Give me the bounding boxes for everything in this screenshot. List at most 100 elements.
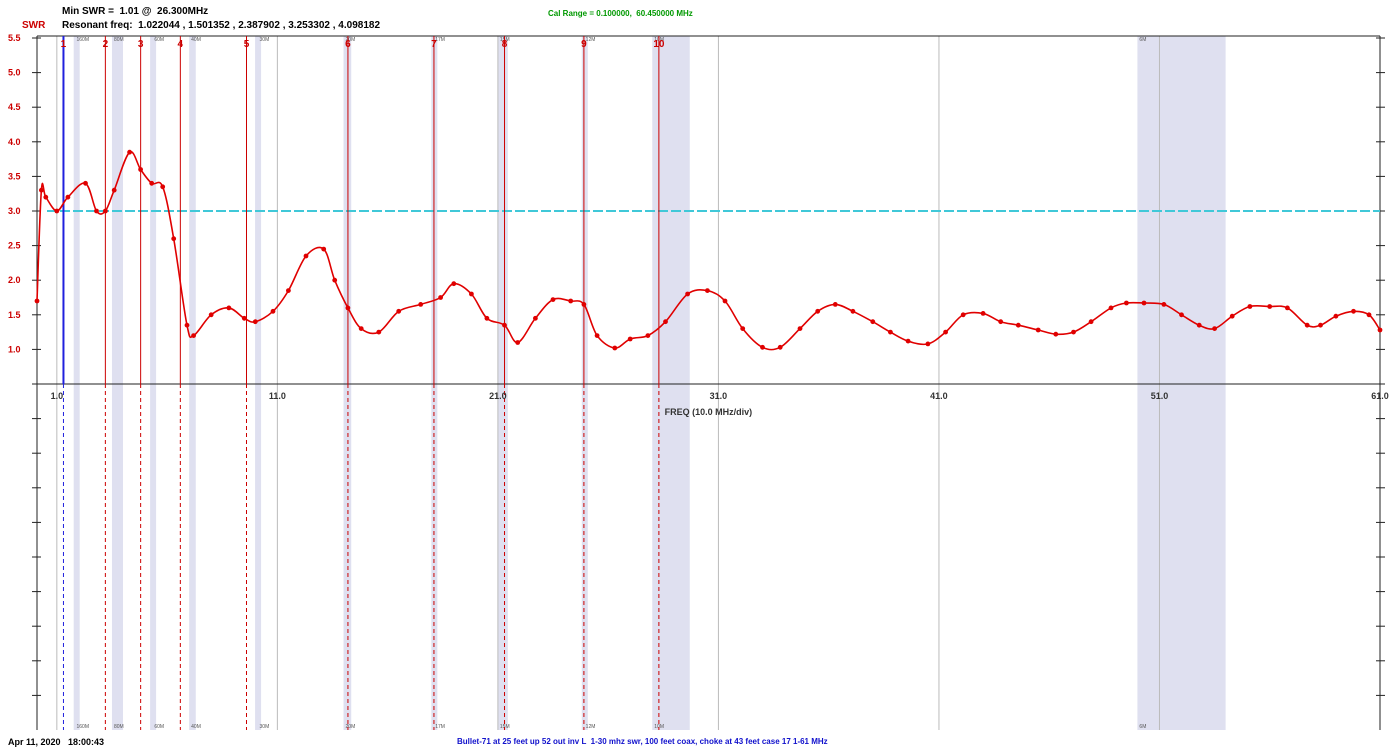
band-label-top: 160M <box>76 37 89 43</box>
x-tick-label: 51.0 <box>1151 391 1169 401</box>
swr-data-point <box>1196 322 1202 328</box>
band-label-top: 30M <box>260 37 270 43</box>
swr-data-point <box>484 315 490 321</box>
swr-data-point <box>850 308 856 314</box>
band-label-top: 6M <box>1139 37 1146 43</box>
swr-data-point <box>1071 329 1076 335</box>
swr-data-point <box>418 302 424 307</box>
swr-data-point <box>722 298 728 304</box>
swr-data-point <box>345 305 351 311</box>
swr-data-point <box>533 315 538 321</box>
swr-data-point <box>1124 300 1129 306</box>
footer-description: Bullet-71 at 25 feet up 52 out inv L 1-3… <box>457 737 828 746</box>
swr-data-point <box>594 333 600 338</box>
swr-data-point <box>43 194 49 200</box>
band-12m <box>581 36 588 730</box>
swr-data-point <box>502 322 507 328</box>
swr-data-point <box>252 319 258 325</box>
swr-data-point <box>270 308 276 314</box>
swr-data-point <box>241 315 247 321</box>
swr-data-point <box>1318 322 1323 328</box>
y-tick-label: 4.5 <box>8 102 21 112</box>
x-tick-label: 61.0 <box>1371 391 1389 401</box>
swr-data-point <box>1053 331 1059 337</box>
y-tick-label: 2.0 <box>8 275 21 285</box>
swr-data-point <box>451 281 457 287</box>
band-10m <box>652 36 690 730</box>
band-6m <box>1137 36 1226 730</box>
marker-label-9: 9 <box>581 39 587 50</box>
swr-data-point <box>396 308 402 314</box>
swr-data-point <box>1035 327 1041 333</box>
swr-data-point <box>685 291 690 297</box>
band-label-bottom: 60M <box>154 724 164 730</box>
marker-label-6: 6 <box>345 39 351 50</box>
band-label-top: 80M <box>114 37 124 43</box>
swr-data-point <box>888 329 893 335</box>
swr-data-point <box>286 288 291 293</box>
swr-data-point <box>39 187 44 193</box>
marker-label-2: 2 <box>103 39 109 50</box>
swr-data-point <box>1141 300 1147 306</box>
cal-range-text: Cal Range = 0.100000, 60.450000 MHz <box>548 9 693 18</box>
swr-data-point <box>1088 319 1094 325</box>
swr-data-point <box>438 295 443 300</box>
chart-axes <box>32 35 1385 730</box>
swr-data-point <box>905 338 911 344</box>
y-tick-label: 2.5 <box>8 241 21 251</box>
swr-curve <box>34 149 1383 351</box>
swr-data-point <box>612 345 618 351</box>
swr-data-point <box>1377 327 1383 333</box>
swr-data-point <box>1285 305 1290 311</box>
swr-data-point <box>171 236 177 242</box>
swr-data-point <box>54 208 60 214</box>
swr-data-point <box>943 329 948 335</box>
axis-labels: 1.0 1.5 2.0 2.5 3.0 3.5 4.0 4.5 5.0 5.5 1.0 11.0 21.… <box>8 33 1389 417</box>
band-label-bottom: 17M <box>435 724 445 730</box>
swr-data-point <box>797 326 803 331</box>
band-60m <box>150 36 157 730</box>
x-tick-label: 41.0 <box>930 391 948 401</box>
swr-data-point <box>208 312 214 318</box>
band-label-bottom: 6M <box>1139 724 1146 730</box>
swr-data-point <box>1212 326 1217 331</box>
swr-data-point <box>960 312 966 318</box>
x-tick-label: 31.0 <box>710 391 728 401</box>
swr-data-point <box>980 311 986 316</box>
y-tick-label: 4.0 <box>8 137 21 147</box>
marker-label-5: 5 <box>244 39 250 50</box>
marker-label-1: 1 <box>61 39 67 50</box>
swr-data-point <box>777 344 783 350</box>
swr-data-point <box>998 319 1004 325</box>
band-label-bottom: 20M <box>346 724 356 730</box>
swr-data-point <box>1333 313 1339 319</box>
band-label-bottom: 40M <box>191 724 201 730</box>
x-tick-label: 21.0 <box>489 391 507 401</box>
swr-data-point <box>627 336 633 342</box>
swr-data-point <box>740 326 746 331</box>
band-label-top: 20M <box>346 37 356 43</box>
swr-data-point <box>568 298 574 304</box>
swr-data-point <box>226 305 232 311</box>
band-label-bottom: 80M <box>114 724 124 730</box>
band-label-bottom: 30M <box>260 724 270 730</box>
swr-data-point <box>127 149 132 155</box>
swr-data-point <box>550 297 556 302</box>
swr-data-point <box>332 277 338 283</box>
resonant-freq-text: Resonant freq: 1.022044 , 1.501352 , 2.3… <box>62 20 381 31</box>
swr-data-point <box>1267 304 1273 309</box>
swr-data-point <box>138 167 144 172</box>
swr-data-point <box>870 319 876 325</box>
swr-data-point <box>515 340 521 345</box>
swr-data-point <box>705 288 710 293</box>
x-tick-label: 1.0 <box>51 391 64 401</box>
band-40m <box>189 36 196 730</box>
swr-data-point <box>103 208 108 214</box>
y-tick-label: 1.5 <box>8 310 21 320</box>
swr-data-point <box>1366 312 1372 318</box>
swr-data-point <box>94 208 99 214</box>
band-label-bottom: 12M <box>586 724 596 730</box>
swr-data-point <box>815 308 821 314</box>
marker-label-10: 10 <box>653 39 665 50</box>
swr-axis-label: SWR <box>22 20 46 31</box>
